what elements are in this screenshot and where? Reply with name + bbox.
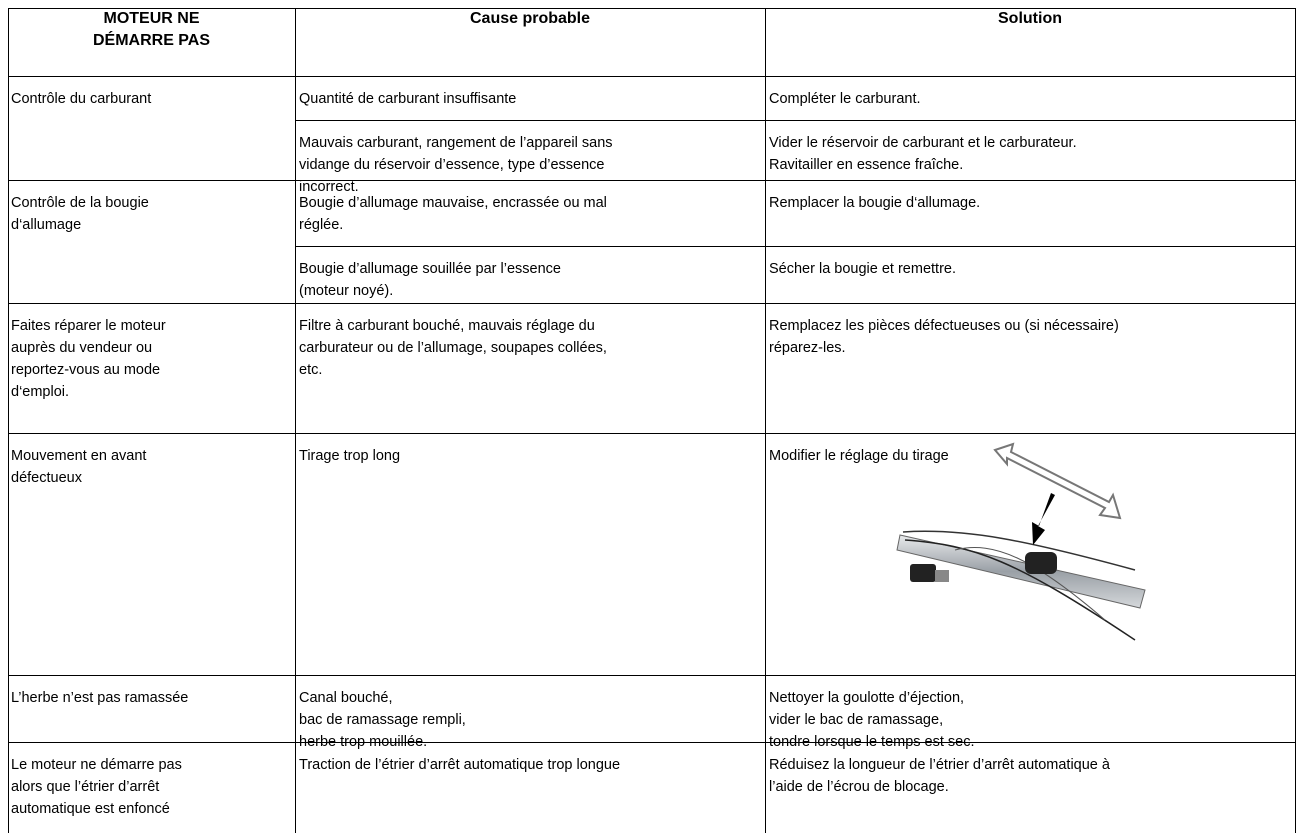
solution-cell: Sécher la bougie et remettre. — [769, 258, 1291, 280]
table-border — [8, 742, 1295, 743]
text-line: Nettoyer la goulotte d’éjection, — [769, 690, 965, 706]
text-line: Mouvement en avant — [11, 448, 147, 464]
text-line: Modifier le réglage du tirage — [769, 448, 949, 464]
text-line: réglée. — [299, 217, 344, 233]
cause-cell: Filtre à carburant bouché, mauvais régla… — [299, 315, 761, 381]
text-line: bac de ramassage rempli, — [299, 712, 466, 728]
problem-cell: Contrôle du carburant — [11, 88, 292, 110]
text-line: L’herbe n’est pas ramassée — [11, 690, 189, 706]
text-line: vider le bac de ramassage, — [769, 712, 944, 728]
solution-cell: Modifier le réglage du tirage — [769, 445, 1291, 467]
header-cell: MOTEUR NE DÉMARRE PAS — [8, 7, 295, 51]
text-line: etc. — [299, 362, 323, 378]
text-line: Remplacez les pièces défectueuses ou (si… — [769, 318, 1119, 334]
text-line: Remplacer la bougie d‘allumage. — [769, 195, 981, 211]
tiller-illustration — [896, 442, 1146, 641]
table-border — [295, 246, 1295, 247]
cause-cell: Quantité de carburant insuffisante — [299, 88, 761, 110]
text-line: reportez-vous au mode — [11, 362, 161, 378]
text-line: Contrôle de la bougie — [11, 195, 149, 211]
text-line: Le moteur ne démarre pas — [11, 757, 182, 773]
problem-cell: Faites réparer le moteur auprès du vendeu… — [11, 315, 292, 403]
cause-cell: Traction de l’étrier d’arrêt automatique… — [299, 754, 761, 776]
text-line: Bougie d’allumage mauvaise, encrassée ou… — [299, 195, 607, 211]
text-line: alors que l’étrier d’arrêt — [11, 779, 160, 795]
table-border — [8, 675, 1295, 676]
text-line: d‘allumage — [11, 217, 82, 233]
text-line: Ravitailler en essence fraîche. — [769, 157, 964, 173]
text-line: Réduisez la longueur de l’étrier d’arrêt… — [769, 757, 1110, 773]
table-border — [8, 76, 1295, 77]
text-line: l’aide de l’écrou de blocage. — [769, 779, 949, 795]
text-line: vidange du réservoir d’essence, type d’e… — [299, 157, 605, 173]
problem-cell: Mouvement en avant défectueux — [11, 445, 292, 489]
table-border — [8, 303, 1295, 304]
table-border — [8, 8, 9, 833]
table-border — [295, 8, 296, 833]
problem-cell: L’herbe n’est pas ramassée — [11, 687, 292, 709]
solution-cell: Remplacer la bougie d‘allumage. — [769, 192, 1291, 214]
solution-cell: Réduisez la longueur de l’étrier d’arrêt… — [769, 754, 1291, 798]
header-cell: Solution — [765, 7, 1295, 29]
solution-cell: Compléter le carburant. — [769, 88, 1291, 110]
text-line: Vider le réservoir de carburant et le ca… — [769, 135, 1077, 151]
text-line: Tirage trop long — [299, 448, 401, 464]
text-line: d‘emploi. — [11, 384, 70, 400]
solution-cell: Vider le réservoir de carburant et le ca… — [769, 132, 1291, 176]
solution-cell: Nettoyer la goulotte d’éjection, vider le… — [769, 687, 1291, 753]
cause-cell: Canal bouché, bac de ramassage rempli, her… — [299, 687, 761, 753]
cause-cell: Tirage trop long — [299, 445, 761, 467]
text-line: Mauvais carburant, rangement de l’appare… — [299, 135, 613, 151]
cause-cell: Bougie d’allumage mauvaise, encrassée ou… — [299, 192, 761, 236]
solution-cell: Remplacez les pièces défectueuses ou (si… — [769, 315, 1291, 359]
text-line: Faites réparer le moteur — [11, 318, 166, 334]
table-border — [295, 120, 1295, 121]
table-border — [765, 8, 766, 833]
cause-cell: Bougie d’allumage souillée par l’essence… — [299, 258, 761, 302]
text-line: carburateur ou de l’allumage, soupapes c… — [299, 340, 607, 356]
text-line: Quantité de carburant insuffisante — [299, 91, 517, 107]
table-border — [8, 433, 1295, 434]
table-border — [1295, 8, 1296, 833]
problem-cell: Contrôle de la bougie d‘allumage — [11, 192, 292, 236]
text-line: Contrôle du carburant — [11, 91, 152, 107]
cause-cell: Mauvais carburant, rangement de l’appare… — [299, 132, 761, 198]
text-line: Traction de l’étrier d’arrêt automatique… — [299, 757, 621, 773]
table-border — [8, 8, 1295, 9]
text-line: défectueux — [11, 470, 82, 486]
text-line: Sécher la bougie et remettre. — [769, 261, 956, 277]
text-line: (moteur noyé). — [299, 283, 394, 299]
text-line: réparez-les. — [769, 340, 846, 356]
problem-cell: Le moteur ne démarre pas alors que l’étri… — [11, 754, 292, 820]
header-cell: Cause probable — [295, 7, 765, 29]
text-line: DÉMARRE PAS — [92, 32, 211, 49]
text-line: Cause probable — [469, 10, 591, 27]
text-line: Filtre à carburant bouché, mauvais régla… — [299, 318, 595, 334]
text-line: automatique est enfoncé — [11, 801, 170, 817]
text-line: auprès du vendeur ou — [11, 340, 153, 356]
table-border — [8, 180, 1295, 181]
text-line: Compléter le carburant. — [769, 91, 921, 107]
text-line: Solution — [998, 10, 1062, 27]
text-line: Canal bouché, — [299, 690, 393, 706]
text-line: incorrect. — [299, 179, 359, 195]
text-line: MOTEUR NE — [103, 10, 200, 27]
text-line: Bougie d’allumage souillée par l’essence — [299, 261, 561, 277]
